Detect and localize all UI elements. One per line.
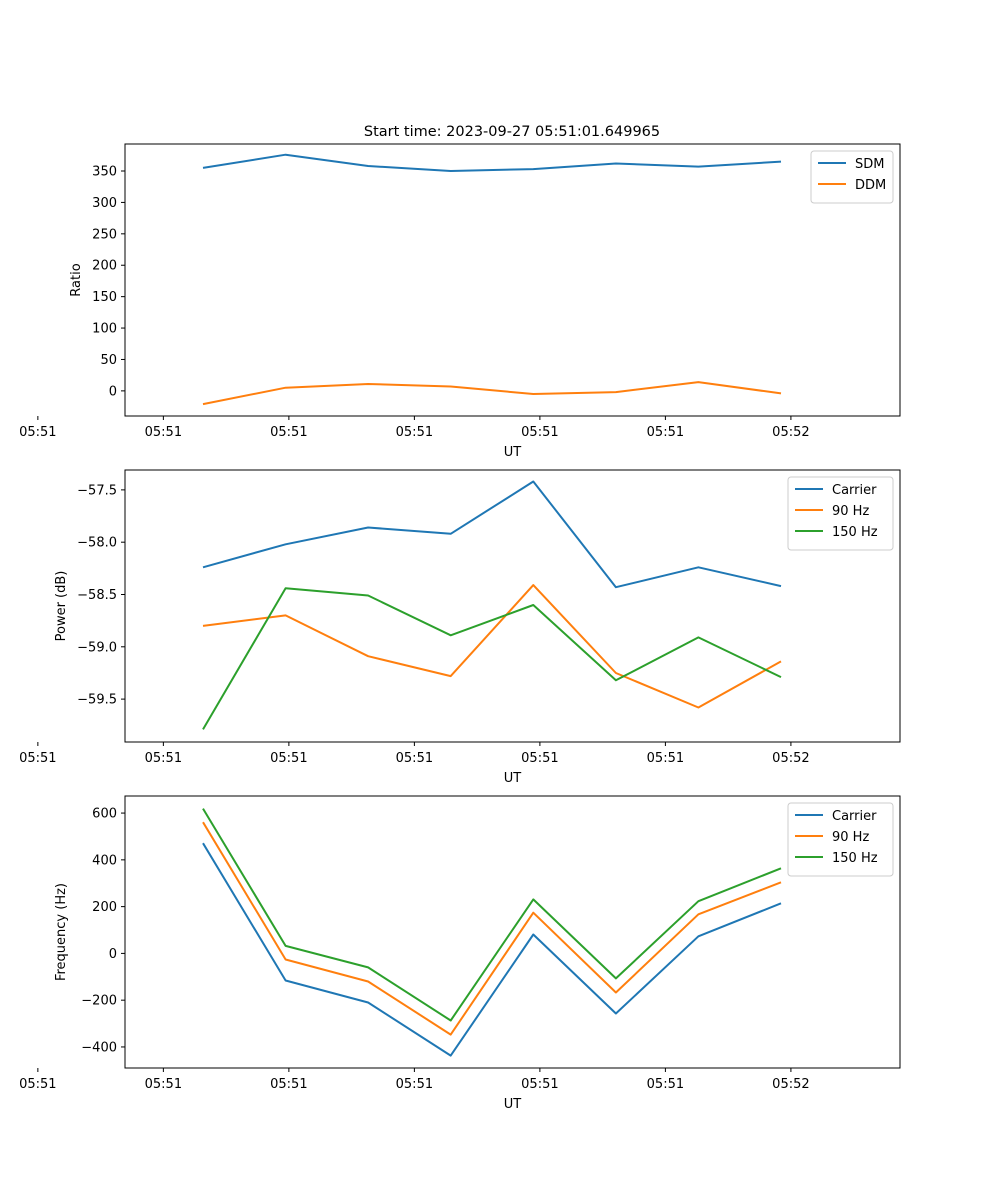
ratio-legend: SDM DDM — [810, 150, 894, 204]
x-tick-label: 05:51 — [145, 751, 182, 766]
y-tick-label: 50 — [100, 353, 117, 368]
legend-label-90-hz: 90 Hz — [832, 830, 869, 845]
y-tick-label: 0 — [109, 384, 117, 399]
y-tick-label: 350 — [92, 165, 117, 180]
x-tick-label: 05:52 — [772, 751, 809, 766]
x-tick-label: 05:51 — [145, 425, 182, 440]
legend-label-ddm: DDM — [855, 178, 886, 193]
ratio-series-ddm-line — [202, 381, 782, 406]
x-tick-label: 05:52 — [772, 1077, 809, 1092]
x-tick-label: 05:51 — [19, 425, 56, 440]
y-tick-label: −59.5 — [77, 693, 117, 708]
x-tick-label: 05:51 — [521, 425, 558, 440]
frequency-series-150-hz-line — [202, 808, 782, 1022]
x-tick-label: 05:51 — [19, 751, 56, 766]
y-tick-label: 150 — [92, 290, 117, 305]
y-tick-label: 250 — [92, 227, 117, 242]
figure-title: Start time: 2023-09-27 05:51:01.649965 — [364, 124, 660, 140]
x-tick-label: 05:51 — [521, 751, 558, 766]
ratio-axes-frame — [124, 143, 901, 417]
x-tick-label: 05:51 — [396, 425, 433, 440]
power-series-carrier-line — [202, 480, 782, 589]
legend-label-150-hz: 150 Hz — [832, 525, 878, 540]
power-series-90-hz-line — [202, 584, 782, 709]
y-axis-label: Frequency (Hz) — [54, 883, 69, 981]
x-axis-label: UT — [504, 1097, 522, 1112]
legend-label-90-hz: 90 Hz — [832, 504, 869, 519]
frequency-panel: 05:51 05:51 05:51 05:51 05:51 05:51 05:52 UT −40… — [19, 795, 901, 1112]
x-tick-label: 05:51 — [396, 1077, 433, 1092]
y-tick-label: −59.0 — [77, 640, 117, 655]
frequency-series-carrier-line — [202, 842, 782, 1057]
x-axis-label: UT — [504, 771, 522, 786]
power-legend: Carrier 90 Hz 150 Hz — [787, 476, 894, 551]
y-tick-label: 400 — [92, 853, 117, 868]
y-tick-label: 0 — [109, 947, 117, 962]
x-tick-label: 05:51 — [270, 1077, 307, 1092]
y-tick-label: 100 — [92, 322, 117, 337]
y-tick-label: 600 — [92, 807, 117, 822]
power-series-150-hz-line — [202, 587, 782, 730]
y-tick-label: 200 — [92, 259, 117, 274]
y-tick-label: −200 — [81, 994, 117, 1009]
x-tick-label: 05:52 — [772, 425, 809, 440]
x-tick-label: 05:51 — [145, 1077, 182, 1092]
x-axis-label: UT — [504, 445, 522, 460]
y-tick-label: −400 — [81, 1040, 117, 1055]
power-panel: 05:51 05:51 05:51 05:51 05:51 05:51 05:52 UT −59… — [19, 469, 901, 786]
ratio-panel: 05:51 05:51 05:51 05:51 05:51 05:51 05:52 UT 0 50… — [19, 143, 901, 460]
y-tick-label: 200 — [92, 900, 117, 915]
frequency-legend: Carrier 90 Hz 150 Hz — [787, 802, 894, 877]
y-tick-label: −58.5 — [77, 588, 117, 603]
y-axis-label: Ratio — [69, 263, 84, 296]
legend-label-150-hz: 150 Hz — [832, 851, 878, 866]
x-tick-label: 05:51 — [647, 751, 684, 766]
y-tick-label: 300 — [92, 196, 117, 211]
legend-label-carrier: Carrier — [832, 809, 877, 824]
y-tick-label: −57.5 — [77, 483, 117, 498]
x-tick-label: 05:51 — [270, 425, 307, 440]
legend-label-sdm: SDM — [855, 157, 884, 172]
x-tick-label: 05:51 — [396, 751, 433, 766]
x-tick-label: 05:51 — [647, 1077, 684, 1092]
legend-label-carrier: Carrier — [832, 483, 877, 498]
y-tick-label: −58.0 — [77, 536, 117, 551]
power-axes-frame — [124, 469, 901, 743]
ratio-series-sdm-line — [202, 153, 782, 172]
frequency-axes-frame — [124, 795, 901, 1069]
frequency-series-90-hz-line — [202, 821, 782, 1036]
y-axis-label: Power (dB) — [54, 571, 69, 642]
x-tick-label: 05:51 — [19, 1077, 56, 1092]
x-tick-label: 05:51 — [270, 751, 307, 766]
x-tick-label: 05:51 — [521, 1077, 558, 1092]
x-tick-label: 05:51 — [647, 425, 684, 440]
